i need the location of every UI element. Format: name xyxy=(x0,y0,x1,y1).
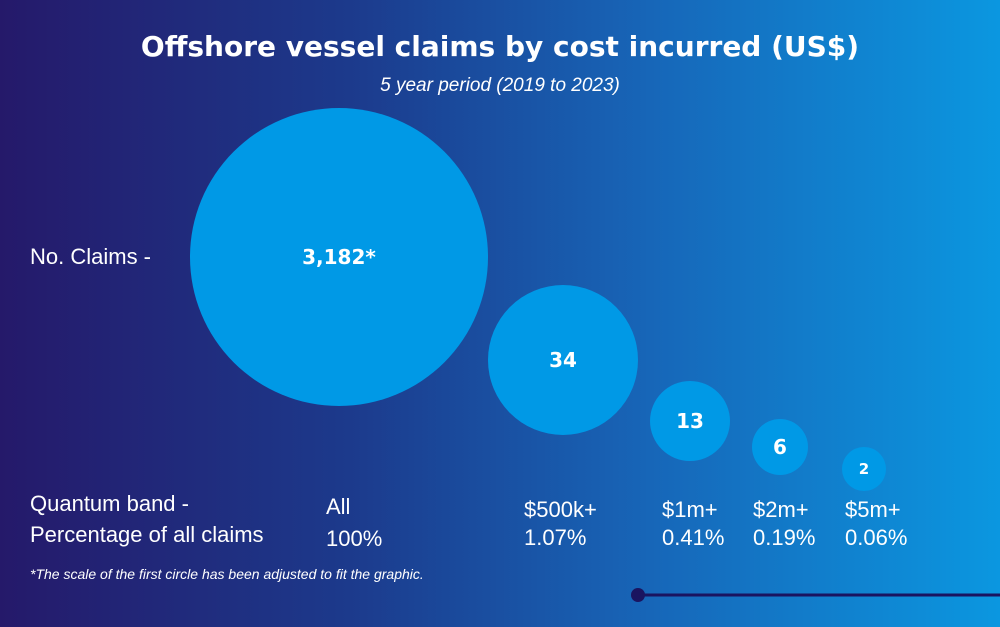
bubble-group: 3,182* 34 13 6 2 xyxy=(190,108,886,491)
accent-dot xyxy=(631,588,645,602)
percentage-value: 0.06% xyxy=(845,525,908,550)
bubble-1 xyxy=(190,108,488,406)
claims-row-label: No. Claims - xyxy=(30,244,152,269)
bubble-3 xyxy=(650,381,730,461)
band-label: $5m+ xyxy=(845,497,901,522)
band-row-label: Quantum band - xyxy=(30,491,189,516)
chart-title: Offshore vessel claims by cost incurred … xyxy=(140,30,860,63)
bubble-value-label: 2 xyxy=(859,460,869,478)
band-label: $2m+ xyxy=(753,497,809,522)
footnote: *The scale of the first circle has been … xyxy=(30,566,424,582)
bubble-value-label: 34 xyxy=(549,348,577,372)
percentage-value: 1.07% xyxy=(524,525,587,550)
band-label: All xyxy=(326,494,351,519)
chart-subtitle: 5 year period (2019 to 2023) xyxy=(380,75,620,96)
bubble-4 xyxy=(752,419,808,475)
percentage-value: 0.41% xyxy=(662,525,725,550)
bubble-5 xyxy=(842,447,886,491)
percentage-row-label: Percentage of all claims xyxy=(30,522,264,547)
bubble-value-label: 6 xyxy=(773,435,787,459)
decorative-slider-line xyxy=(631,588,1000,602)
band-label: $1m+ xyxy=(662,497,718,522)
bubble-value-label: 3,182* xyxy=(302,245,376,269)
band-label: $500k+ xyxy=(524,497,597,522)
percentage-value: 100% xyxy=(326,526,383,551)
percentage-value: 0.19% xyxy=(753,525,816,550)
bubble-value-label: 13 xyxy=(676,409,704,433)
bubble-2 xyxy=(488,285,638,435)
